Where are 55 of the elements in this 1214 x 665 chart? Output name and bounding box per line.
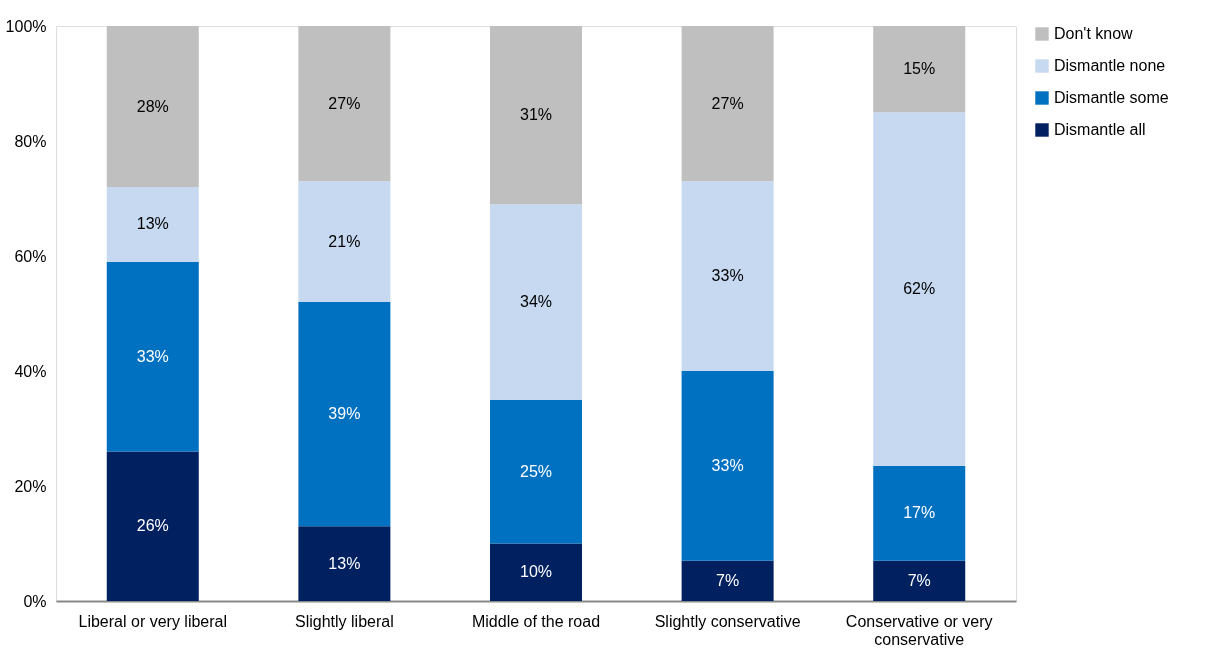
bar <box>298 526 391 601</box>
legend-label: Dismantle none <box>1054 57 1166 74</box>
x-tick-label: Conservative or very conservative <box>845 612 993 648</box>
bar <box>873 465 966 561</box>
data-label: 7% <box>716 571 740 589</box>
data-label: 33% <box>711 267 744 285</box>
data-label: 26% <box>136 517 169 535</box>
bar <box>298 26 391 182</box>
x-tick-label: Middle of the road <box>471 612 601 630</box>
data-label: 62% <box>903 280 936 298</box>
y-tick-label: 60% <box>14 247 47 265</box>
data-label: 13% <box>328 554 361 572</box>
bar <box>106 187 199 262</box>
bar <box>106 26 199 187</box>
data-label: 13% <box>136 215 169 233</box>
data-label: 10% <box>519 563 553 581</box>
bar <box>873 26 966 113</box>
data-label: 25% <box>519 462 553 480</box>
y-tick-label: 40% <box>14 362 47 380</box>
legend-label: Don't know <box>1054 25 1134 42</box>
bar <box>490 543 582 601</box>
bar <box>490 399 582 544</box>
x-tick-label: Liberal or very liberal <box>78 612 228 630</box>
data-label: 39% <box>328 405 361 423</box>
x-tick-label: Slightly liberal <box>295 612 394 630</box>
y-tick-label: 20% <box>14 477 47 495</box>
data-label: 27% <box>328 94 361 112</box>
data-label: 15% <box>903 60 936 78</box>
data-label: 21% <box>328 232 361 250</box>
data-label: 7% <box>907 571 931 589</box>
bar <box>681 560 774 601</box>
bar <box>681 181 774 371</box>
data-label: 33% <box>711 456 744 474</box>
data-label: 34% <box>519 293 553 310</box>
data-label: 27% <box>711 94 744 112</box>
y-tick-label: 100% <box>5 17 47 35</box>
bar <box>298 181 391 302</box>
y-tick-label: 80% <box>14 132 47 150</box>
bar <box>681 371 774 561</box>
bar <box>106 451 199 601</box>
bar <box>106 261 199 452</box>
data-label: 28% <box>136 97 169 115</box>
y-tick-label: 0% <box>23 592 47 610</box>
legend-label: Dismantle all <box>1054 121 1146 138</box>
data-label: 33% <box>136 347 169 365</box>
bar <box>490 204 582 400</box>
x-tick-label: Slightly conservative <box>654 612 801 630</box>
data-label: 31% <box>519 106 553 124</box>
bar <box>873 560 966 601</box>
data-label: 17% <box>903 504 936 522</box>
legend-label: Dismantle some <box>1054 89 1169 106</box>
bar <box>873 112 966 466</box>
bar <box>681 26 774 182</box>
bar <box>298 302 391 527</box>
bar <box>490 26 582 205</box>
